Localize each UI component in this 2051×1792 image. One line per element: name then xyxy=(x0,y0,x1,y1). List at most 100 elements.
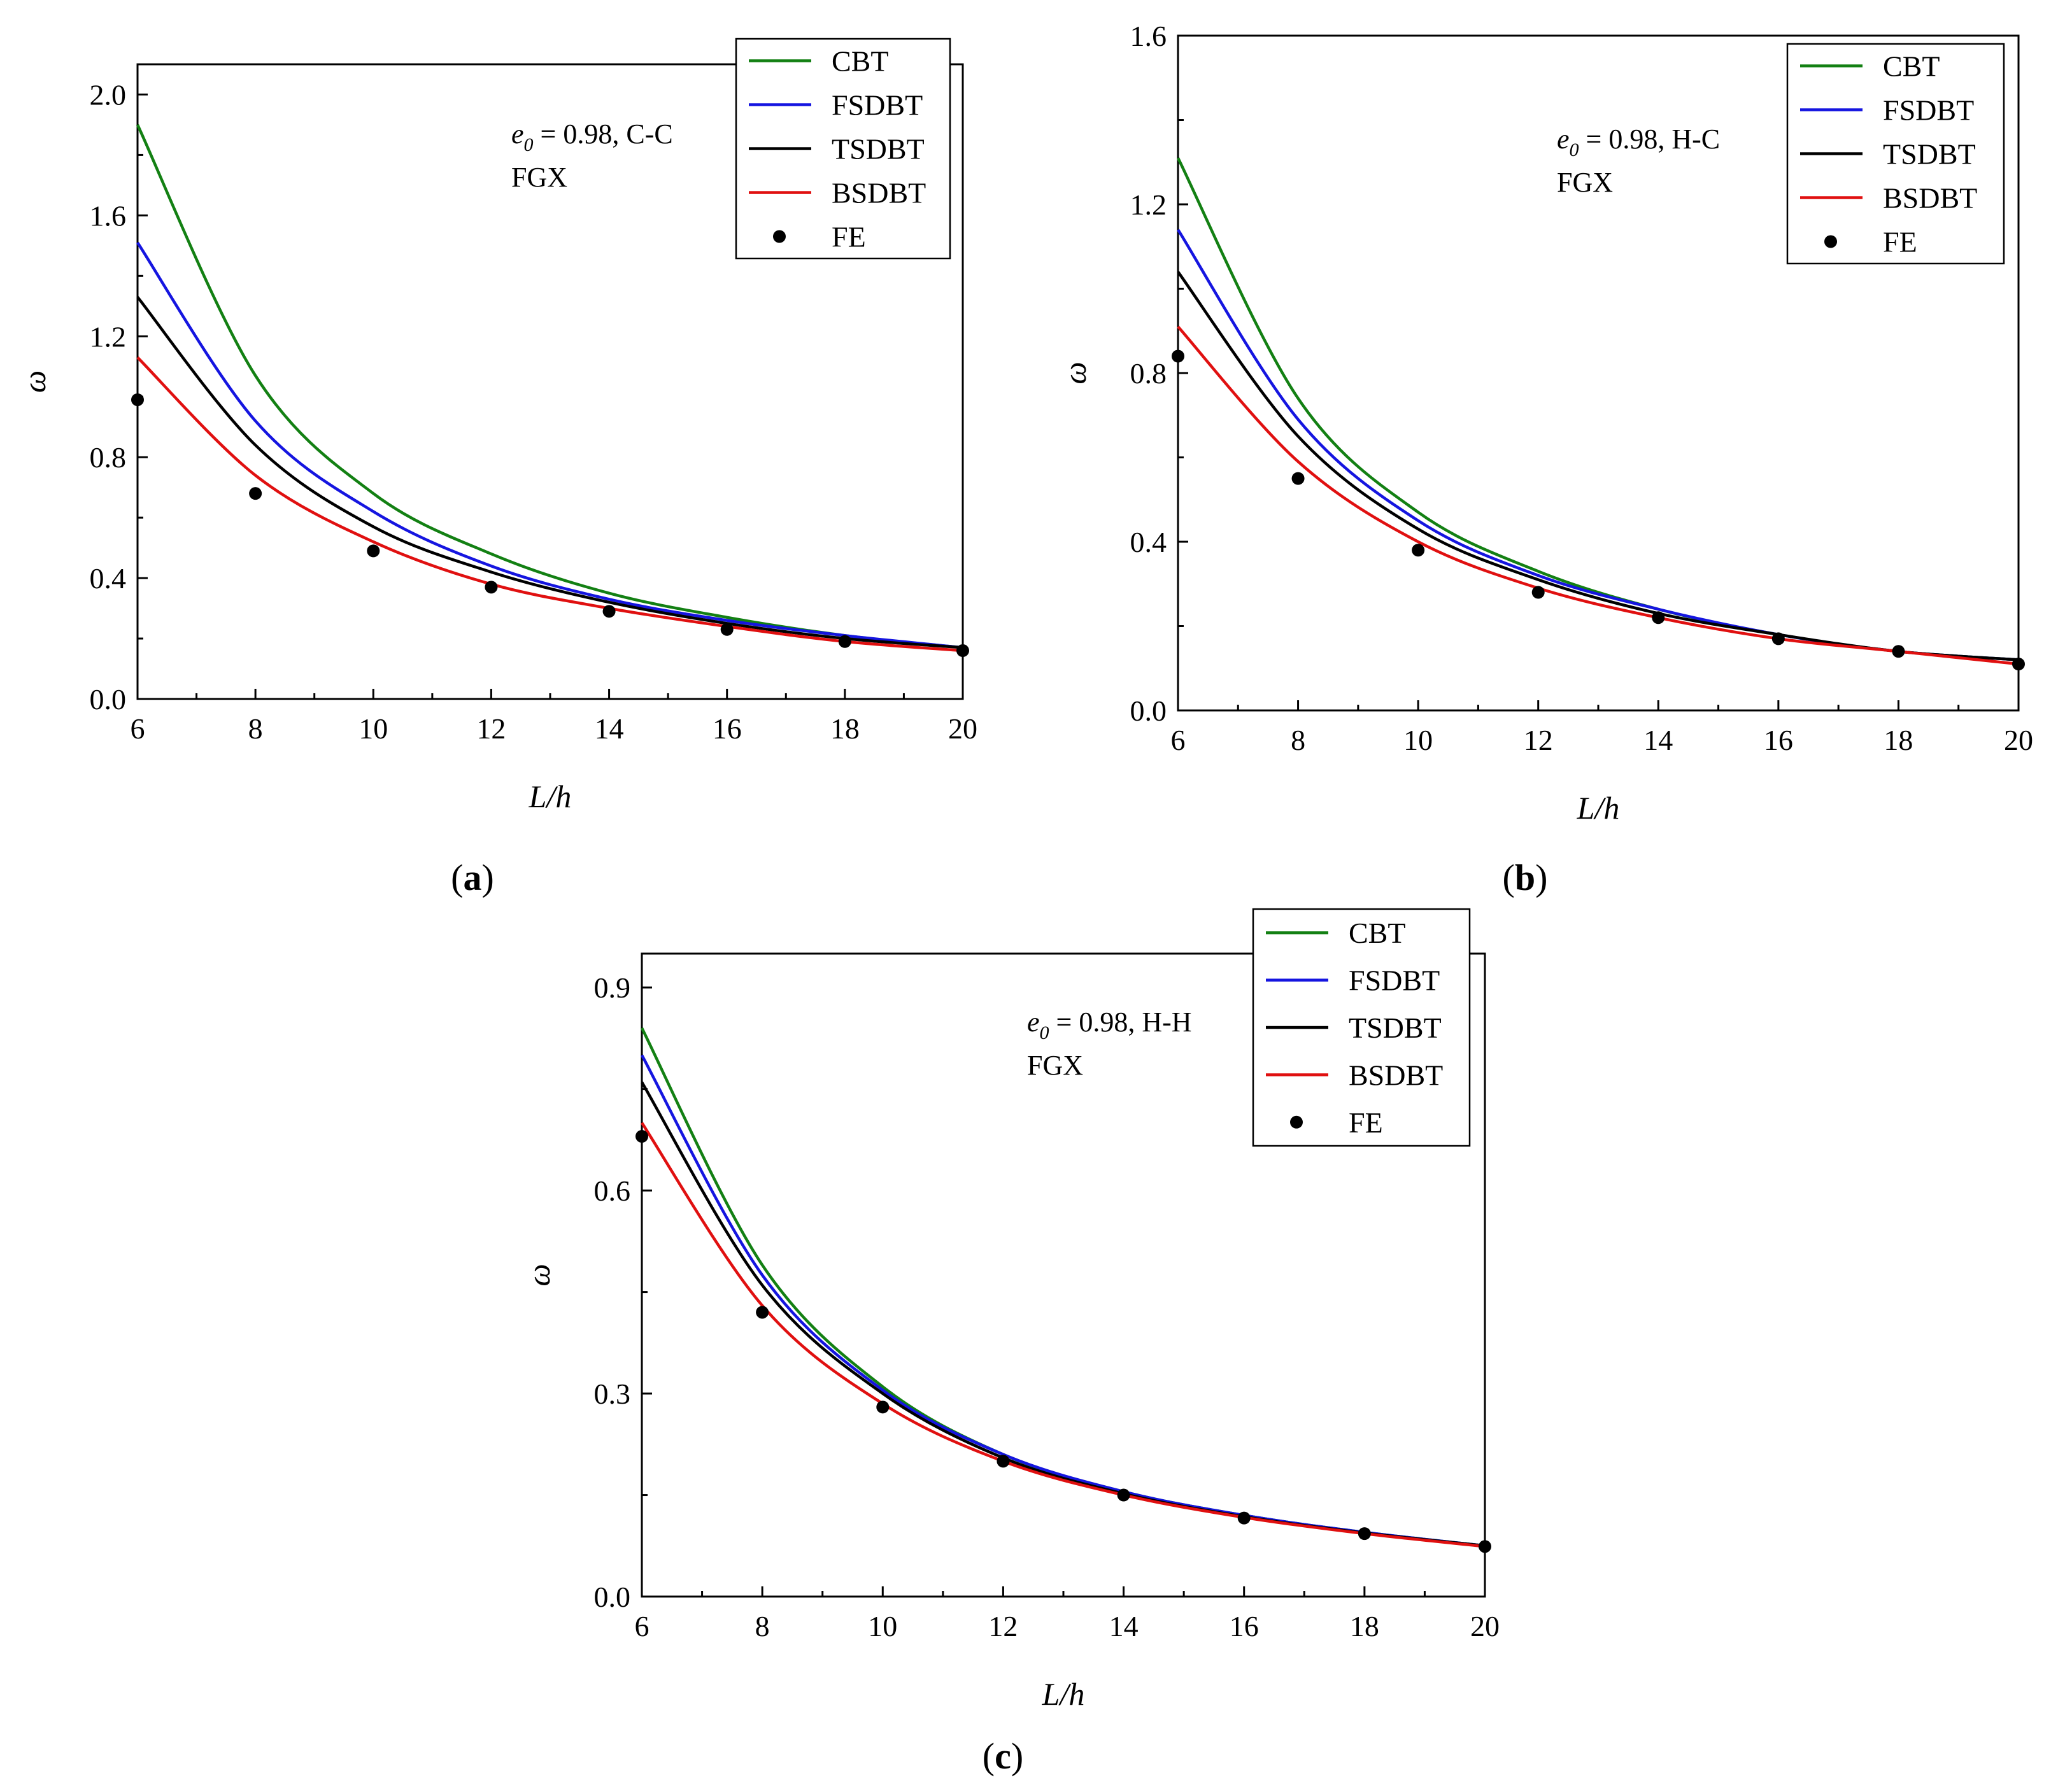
legend-label: FSDBT xyxy=(1883,94,1974,127)
series-line-bsdbt xyxy=(1177,325,2019,666)
y-tick-label: 0.4 xyxy=(1130,526,1167,558)
x-tick-label: 18 xyxy=(1350,1610,1379,1642)
fe-point xyxy=(1479,1540,1491,1553)
fe-point xyxy=(249,487,262,500)
legend-label: TSDBT xyxy=(1349,1012,1442,1044)
y-tick-label: 0.0 xyxy=(594,1581,631,1613)
annotation-e-symbol: e xyxy=(1557,123,1570,155)
annotation-e-subscript: 0 xyxy=(524,134,534,155)
panel-label-close: ) xyxy=(1011,1735,1023,1777)
y-tick-label: 0.0 xyxy=(1130,695,1167,727)
x-tick-label: 6 xyxy=(635,1610,649,1642)
legend-label: FE xyxy=(1883,226,1917,258)
y-tick-label: 0.8 xyxy=(90,441,127,474)
fe-point xyxy=(1172,349,1184,363)
panel-c: 6 8 10 12 14 16 18 20 0.0 0.3 0.6 0.9 L/h ω e0 = 0.98,… xyxy=(521,908,1500,1777)
x-tick-label: 20 xyxy=(1470,1610,1500,1642)
legend-label: BSDBT xyxy=(1349,1059,1443,1091)
annotation-e-subscript: 0 xyxy=(1570,139,1579,160)
y-tick-label: 0.8 xyxy=(1130,357,1167,390)
fe-point xyxy=(635,1130,648,1143)
panel-label-close: ) xyxy=(482,857,494,898)
panel-label-letter: c xyxy=(995,1735,1011,1777)
x-tick-label: 12 xyxy=(1524,724,1553,756)
panel-label-open: ( xyxy=(983,1735,995,1777)
series-line-fsdbt xyxy=(136,241,963,649)
y-axis-title: ω xyxy=(521,1264,557,1286)
x-tick-label: 20 xyxy=(2004,724,2033,756)
legend-label: TSDBT xyxy=(1883,138,1976,171)
legend-box xyxy=(735,38,951,260)
y-tick-label: 2.0 xyxy=(90,78,127,111)
annotation-e-subscript: 0 xyxy=(1040,1022,1049,1043)
panel-label-open: ( xyxy=(451,857,463,898)
fe-point xyxy=(720,623,734,636)
legend-marker-fe xyxy=(1824,235,1837,248)
y-tick-label: 1.6 xyxy=(1130,20,1167,52)
panel-label: (a) xyxy=(451,857,494,898)
legend-label: FSDBT xyxy=(1349,964,1440,997)
x-tick-label: 10 xyxy=(358,712,388,745)
series-line-tsdbt xyxy=(136,296,963,649)
annotation-material: FGX xyxy=(511,162,567,193)
legend-label: FE xyxy=(1349,1106,1383,1139)
legend-marker-fe xyxy=(1290,1115,1303,1129)
panel-label-letter: b xyxy=(1515,857,1535,898)
fe-point xyxy=(997,1455,1010,1468)
x-tick-label: 6 xyxy=(1171,724,1186,756)
x-tick-label: 20 xyxy=(948,712,977,745)
legend-label: CBT xyxy=(832,45,888,78)
fe-point xyxy=(1237,1511,1251,1525)
y-axis-title: ω xyxy=(17,370,52,393)
annotation-condition: e0 = 0.98, H-C xyxy=(1557,123,1720,160)
panel-a: 6 8 10 12 14 16 18 20 0.0 0.4 0.8 1.2 1.6 2.0 L/h ω e0 =… xyxy=(17,38,977,898)
x-tick-label: 18 xyxy=(1884,724,1913,756)
panel-b: 6 8 10 12 14 16 18 20 0.0 0.4 0.8 1.2 1.6 L/h ω e0 = 0.… xyxy=(1057,20,2033,898)
y-tick-label: 1.6 xyxy=(90,199,127,232)
fe-point xyxy=(2012,658,2025,671)
fe-point xyxy=(838,635,851,648)
x-tick-label: 16 xyxy=(1230,1610,1259,1642)
annotation-condition: e0 = 0.98, H-H xyxy=(1027,1006,1192,1043)
fe-point xyxy=(131,393,144,406)
x-axis-title: L/h xyxy=(1042,1676,1085,1712)
x-tick-label: 12 xyxy=(476,712,506,745)
x-tick-label: 8 xyxy=(755,1610,770,1642)
x-tick-label: 14 xyxy=(595,712,624,745)
annotation-value: = 0.98, C-C xyxy=(534,118,673,150)
annotation-e-symbol: e xyxy=(511,118,524,150)
series-line-bsdbt xyxy=(136,356,963,653)
x-tick-label: 6 xyxy=(131,712,145,745)
fe-point xyxy=(1652,611,1665,624)
fe-point xyxy=(1358,1527,1371,1541)
fe-point xyxy=(1117,1488,1130,1502)
annotation-e-symbol: e xyxy=(1027,1006,1040,1038)
fe-point xyxy=(956,644,969,658)
annotation-condition: e0 = 0.98, C-C xyxy=(511,118,673,155)
fe-point xyxy=(1531,586,1545,599)
y-tick-label: 0.4 xyxy=(90,562,127,595)
x-tick-label: 16 xyxy=(713,712,742,745)
annotation-material: FGX xyxy=(1557,167,1613,198)
fe-point xyxy=(876,1400,890,1414)
x-tick-label: 18 xyxy=(830,712,860,745)
legend-marker-fe xyxy=(773,230,786,243)
legend-label: BSDBT xyxy=(1883,182,1977,215)
x-tick-label: 14 xyxy=(1643,724,1673,756)
panel-label-open: ( xyxy=(1503,857,1515,898)
series-line-bsdbt xyxy=(641,1122,1486,1548)
x-tick-label: 8 xyxy=(1291,724,1305,756)
y-tick-label: 0.0 xyxy=(90,683,127,716)
legend-label: BSDBT xyxy=(832,177,926,209)
legend-label: FSDBT xyxy=(832,89,923,122)
x-tick-label: 12 xyxy=(988,1610,1018,1642)
fe-point xyxy=(602,605,616,618)
fe-point xyxy=(756,1306,769,1319)
panel-label-letter: a xyxy=(464,857,482,898)
x-tick-label: 16 xyxy=(1764,724,1793,756)
x-axis-title: L/h xyxy=(1577,790,1620,826)
y-tick-label: 1.2 xyxy=(1130,188,1167,221)
legend-label: TSDBT xyxy=(832,133,925,166)
x-tick-label: 10 xyxy=(868,1610,897,1642)
